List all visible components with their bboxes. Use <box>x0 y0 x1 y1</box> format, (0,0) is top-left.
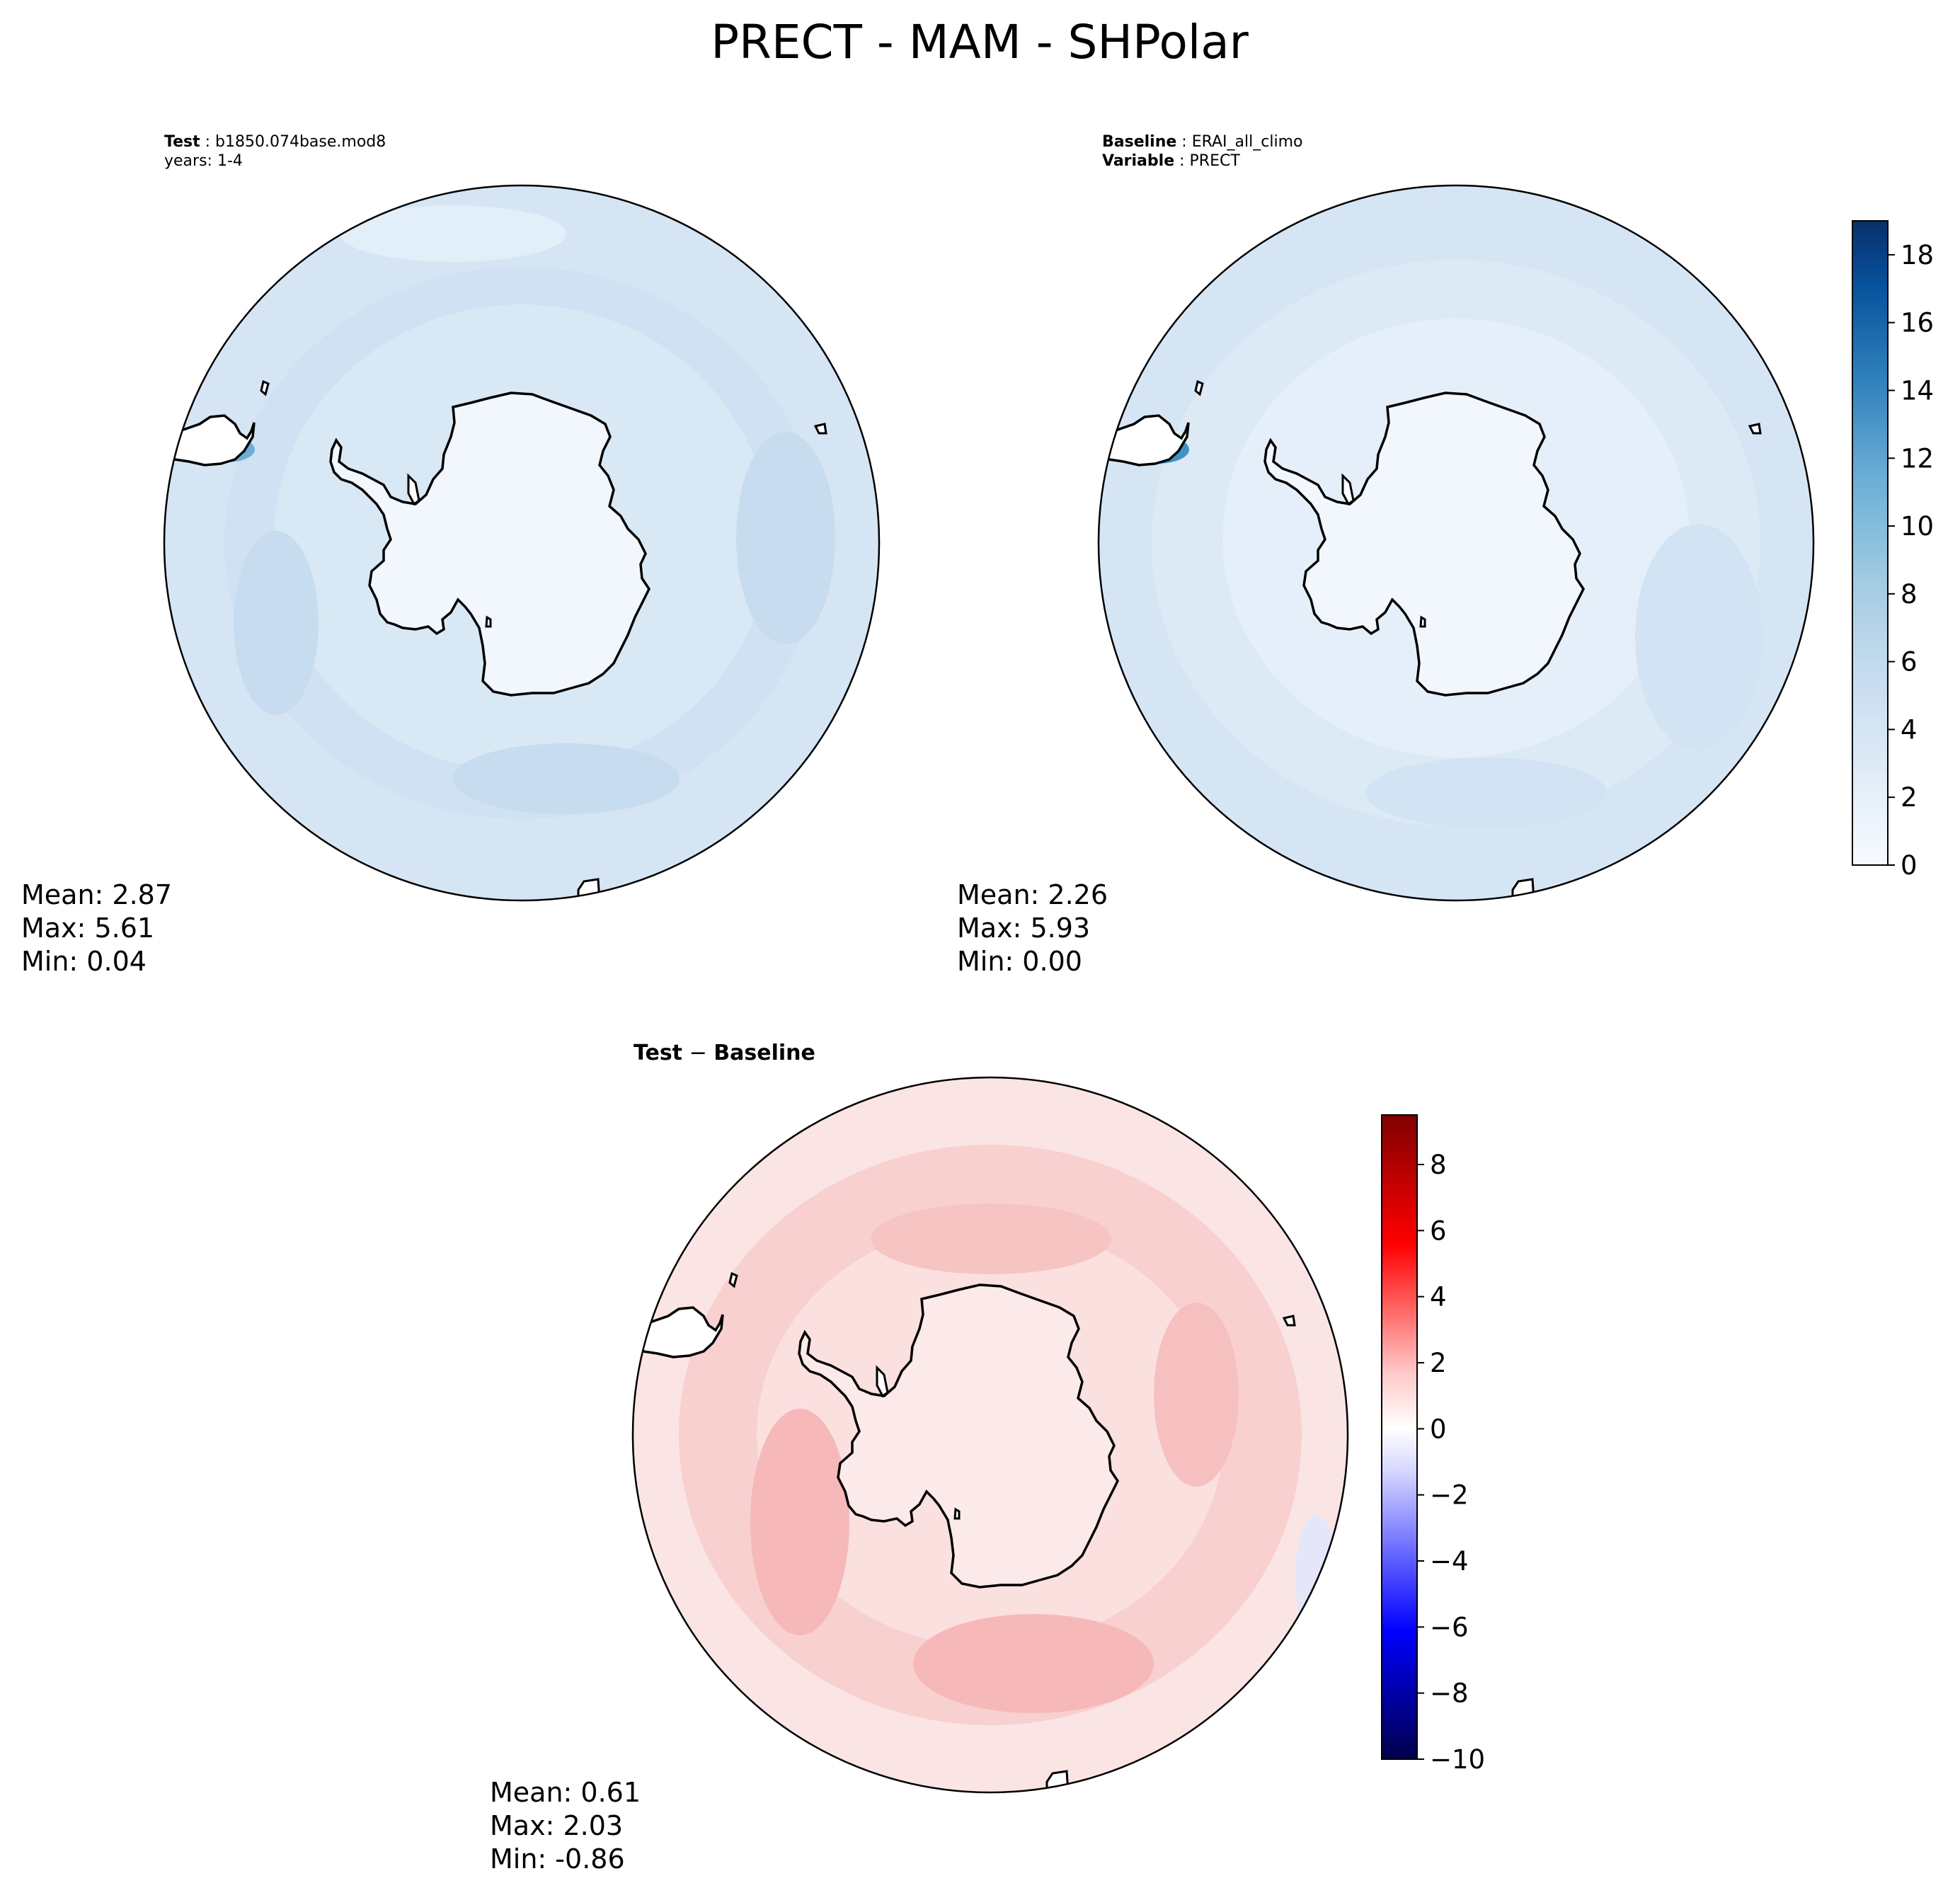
colorbar-tick-label: 4 <box>1430 1282 1447 1312</box>
field-patch <box>1295 1515 1338 1642</box>
panel-difference-label: Test − Baseline <box>634 1041 815 1065</box>
colorbar-tick-label: 0 <box>1430 1414 1447 1444</box>
colorbar-tick-label: 2 <box>1430 1348 1447 1378</box>
panel-baseline-variable: Variable : PRECT <box>1102 152 1240 170</box>
field-patch <box>1366 757 1607 828</box>
colorbar-tick-label: 12 <box>1901 443 1934 474</box>
map-difference <box>633 1077 1348 1792</box>
field-patch <box>750 1409 849 1635</box>
field-patch <box>340 205 566 262</box>
panel-baseline: Baseline : ERAI_all_climo Variable : PRE… <box>957 133 1934 977</box>
colorbar-tick-label: −6 <box>1430 1612 1469 1642</box>
map-baseline <box>1099 185 1813 900</box>
colorbar-blues-ticks: 0 2 4 6 8 10 12 14 16 18 <box>1888 240 1934 881</box>
panel-test-years: years: 1-4 <box>164 152 243 170</box>
colorbar-tick-label: −8 <box>1430 1678 1469 1709</box>
stat-mean: Mean: 2.26 <box>957 879 1108 910</box>
colorbar-tick-label: 8 <box>1430 1150 1447 1180</box>
map-difference-boundary <box>631 1076 1349 1794</box>
stat-max: Max: 2.03 <box>490 1810 623 1841</box>
colorbar-blues-ramp <box>1852 220 1889 866</box>
figure-title: PRECT - MAM - SHPolar <box>711 15 1249 69</box>
colorbar-blues: 0 2 4 6 8 10 12 14 16 18 <box>1852 220 1934 881</box>
stat-max: Max: 5.61 <box>21 912 154 944</box>
stat-mean: Mean: 0.61 <box>490 1777 641 1808</box>
colorbar-tick-label: 10 <box>1901 511 1934 542</box>
colorbar-tick-label: 2 <box>1901 782 1918 813</box>
field-patch <box>871 1203 1111 1274</box>
colorbar-tick-label: −10 <box>1430 1744 1485 1775</box>
map-test-boundary <box>163 184 881 902</box>
stat-min: Min: 0.04 <box>21 946 147 977</box>
panel-test-label: Test : b1850.074base.mod8 <box>164 133 386 151</box>
field-patch <box>1154 1303 1239 1487</box>
colorbar-seismic-ramp <box>1381 1114 1418 1760</box>
panel-baseline-label: Baseline : ERAI_all_climo <box>1102 133 1302 151</box>
field-patch <box>453 743 680 814</box>
field-patch <box>234 531 319 715</box>
panel-test: Test : b1850.074base.mod8 years: 1-4 <box>21 133 881 977</box>
stat-max: Max: 5.93 <box>957 912 1090 944</box>
colorbar-tick-label: 6 <box>1901 647 1918 677</box>
field-patch <box>913 1614 1154 1713</box>
colorbar-tick-label: −2 <box>1430 1480 1469 1511</box>
field-patch <box>736 432 835 644</box>
colorbar-tick-label: 18 <box>1901 240 1934 270</box>
colorbar-tick-label: 6 <box>1430 1215 1447 1246</box>
map-baseline-boundary <box>1097 184 1815 902</box>
colorbar-tick-label: 4 <box>1901 714 1918 745</box>
panel-difference: Test − Baseline Mean: 0.61 <box>490 1041 1485 1875</box>
colorbar-tick-label: 0 <box>1901 850 1918 881</box>
colorbar-seismic-ticks: −10 −8 −6 −4 −2 0 2 4 6 8 <box>1417 1150 1485 1775</box>
colorbar-tick-label: −4 <box>1430 1546 1469 1577</box>
colorbar-tick-label: 16 <box>1901 308 1934 338</box>
map-test <box>164 185 879 900</box>
colorbar-tick-label: 14 <box>1901 375 1934 406</box>
stat-min: Min: 0.00 <box>957 946 1082 977</box>
stat-mean: Mean: 2.87 <box>21 879 172 910</box>
stat-min: Min: -0.86 <box>490 1843 625 1875</box>
colorbar-tick-label: 8 <box>1901 579 1918 610</box>
colorbar-seismic: −10 −8 −6 −4 −2 0 2 4 6 8 <box>1381 1114 1485 1775</box>
field-patch <box>1635 524 1763 750</box>
